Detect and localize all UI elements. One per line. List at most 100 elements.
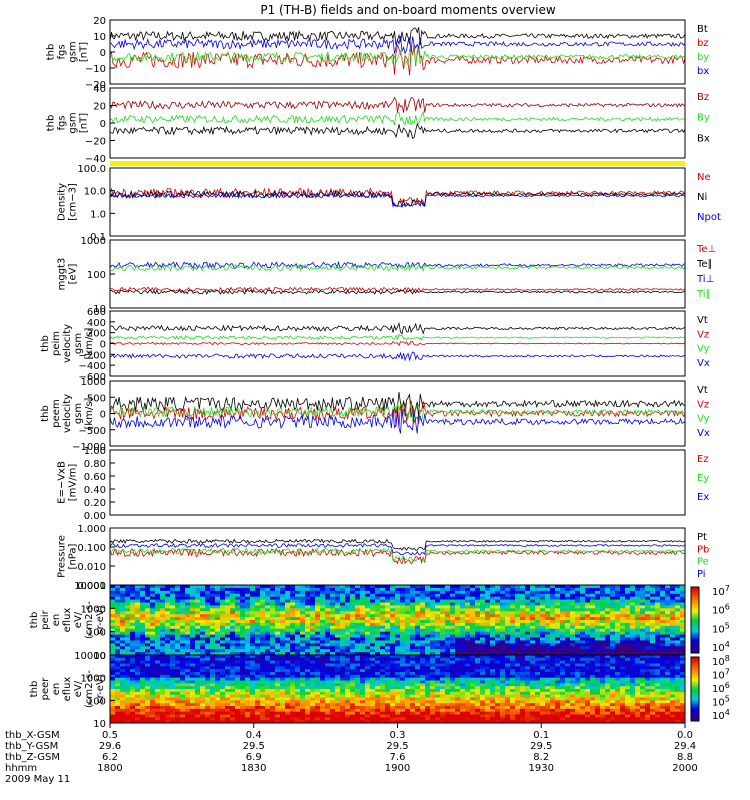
colorbar-label: 107 xyxy=(712,668,730,682)
ytick-label: 100 xyxy=(87,696,106,707)
series-fgs_gsm2-2 xyxy=(109,122,686,139)
legend-peim_vel-3: Vx xyxy=(697,358,710,369)
ytick-label: 100 xyxy=(87,628,106,639)
ytick-label: 10.0 xyxy=(84,187,106,198)
legend-efield-0: Ez xyxy=(697,454,709,465)
ylabel-peir: thbpeirenefluxeV/(cm2-s-sr-eV) xyxy=(29,601,106,639)
series-fgs_gsm2-0 xyxy=(109,96,686,113)
ytick-label: 100.0 xyxy=(77,164,106,175)
xaxis-row-label: hhmm xyxy=(5,763,37,774)
ylabel-peer: thbpeerenefluxeV/(cm2-s-sr-eV) xyxy=(29,670,106,708)
panel-frame xyxy=(109,87,686,159)
ytick-label: 1000 xyxy=(81,604,106,615)
ytick-label: 200 xyxy=(87,329,106,340)
xaxis-value: 0.1 xyxy=(533,730,549,741)
legend-fgs_gsm-2: by xyxy=(697,52,709,63)
series-temp-3 xyxy=(109,263,686,273)
series-pressure-3 xyxy=(109,542,686,556)
series-fgs_gsm-1 xyxy=(109,44,686,76)
series-peim_vel-1 xyxy=(109,340,686,347)
xaxis-value: 7.6 xyxy=(390,752,406,763)
ytick-label: 20 xyxy=(93,16,106,27)
ytick-label: 0.010 xyxy=(77,562,106,573)
legend-peim_vel-2: Vy xyxy=(697,344,710,355)
ylabel-density: Density[cm−3] xyxy=(57,183,79,221)
ytick-label: −10 xyxy=(85,64,106,75)
ytick-label: 0.100 xyxy=(77,543,106,554)
colorbar-label: 104 xyxy=(712,640,730,654)
xaxis-date: 2009 May 11 xyxy=(5,774,70,785)
ytick-label: 0 xyxy=(100,119,106,130)
ytick-label: 0.00 xyxy=(84,511,106,522)
ytick-label: 1.0 xyxy=(90,209,106,220)
colorbar-label: 105 xyxy=(712,695,730,709)
legend-pressure-0: Pt xyxy=(697,532,707,543)
ytick-label: 20 xyxy=(93,102,106,113)
ytick-label: 0 xyxy=(100,48,106,59)
xaxis-value: 29.5 xyxy=(530,741,552,752)
series-fgs_gsm-0 xyxy=(109,27,686,46)
series-peim_vel-2 xyxy=(109,333,685,341)
ylabel-fgs_gsm: thbfgsgsm[nT] xyxy=(46,41,90,62)
ytick-label: −600 xyxy=(79,372,106,383)
colorbar-label: 106 xyxy=(712,603,730,617)
legend-peem_vel-2: Vy xyxy=(697,414,710,425)
legend-peim_vel-0: Vt xyxy=(697,315,708,326)
series-fgs_gsm-3 xyxy=(109,36,686,55)
xaxis-value: 29.6 xyxy=(99,741,121,752)
colorbar-peer xyxy=(690,656,700,722)
series-peem_vel-3 xyxy=(109,408,686,434)
legend-efield-1: Ey xyxy=(697,473,709,484)
legend-peem_vel-3: Vx xyxy=(697,428,710,439)
ytick-label: 0.1 xyxy=(90,232,106,243)
panel-frame xyxy=(109,239,686,309)
legend-temp-3: Ti∥ xyxy=(696,289,711,300)
panel-peem_vel: Vt Vz Vy Vx 1000 500 0 −500 −1000 thbpeemvelocity… xyxy=(40,377,710,453)
series-pressure-0 xyxy=(109,538,686,551)
ytick-label: 40 xyxy=(93,84,106,95)
legend-temp-1: Te∥ xyxy=(696,259,713,270)
legend-peim_vel-1: Vz xyxy=(697,329,709,340)
ytick-label: 0.60 xyxy=(84,472,106,483)
panel-frame xyxy=(109,449,686,516)
ytick-label: −400 xyxy=(79,361,106,372)
series-temp-1 xyxy=(109,288,686,295)
ytick-label: −20 xyxy=(85,137,106,148)
ytick-label: 1000 xyxy=(81,236,106,247)
ylabel-peem_vel: thbpeemvelocitygsm[km/s] xyxy=(40,394,95,433)
panel-fgs_gsm: Bt bz by bx 20 10 0 −10 −20 thbfgsgsm[nT] xyxy=(46,16,710,91)
ytick-label: −20 xyxy=(85,80,106,91)
series-pressure-2 xyxy=(109,547,686,563)
xaxis-value: 2000 xyxy=(672,763,697,774)
panel-temp: Te⊥ Te∥ Ti⊥ Ti∥ 1000 100 10 mggt3[eV] xyxy=(57,236,717,315)
xaxis-value: 8.8 xyxy=(677,752,693,763)
ytick-label: 1.00 xyxy=(84,446,106,457)
colorbar-peir xyxy=(690,586,700,654)
panel-frame xyxy=(109,167,686,237)
ytick-label: 400 xyxy=(87,318,106,329)
legend-temp-0: Te⊥ xyxy=(696,244,716,255)
xaxis-row-label: thb_X-GSM xyxy=(5,730,60,741)
xaxis-row-label: thb_Z-GSM xyxy=(5,752,60,763)
ytick-label: −500 xyxy=(79,426,106,437)
legend-fgs_gsm2-0: Bz xyxy=(697,92,709,103)
colorbar-label: 105 xyxy=(712,621,730,635)
ytick-label: 10 xyxy=(93,32,106,43)
ytick-label: 10 xyxy=(93,719,106,730)
ytick-label: 0 xyxy=(100,340,106,351)
panel-efield: Ez Ey Ex 1.00 0.80 0.60 0.40 0.20 0.00 E=−VxB[mV/… xyxy=(57,446,710,522)
chart-title: P1 (TH-B) fields and on-board moments ov… xyxy=(260,3,556,17)
ytick-label: 10 xyxy=(93,304,106,315)
xaxis-value: 1930 xyxy=(529,763,554,774)
series-peem_vel-2 xyxy=(109,403,686,422)
legend-fgs_gsm-3: bx xyxy=(697,66,709,77)
ytick-label: 0.001 xyxy=(77,581,106,592)
xaxis-value: 29.4 xyxy=(674,741,696,752)
colorbar-label: 108 xyxy=(712,654,730,668)
ytick-label: 10 xyxy=(93,651,106,662)
ytick-label: −40 xyxy=(85,154,106,165)
legend-temp-2: Ti⊥ xyxy=(696,274,714,285)
series-peim_vel-3 xyxy=(109,351,686,362)
